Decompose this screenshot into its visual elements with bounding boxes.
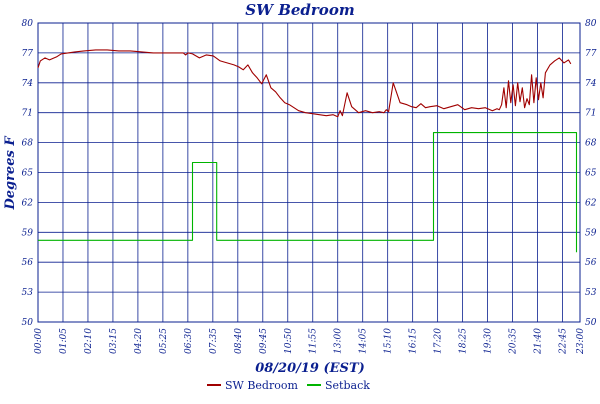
- x-tick-label: 00:00: [34, 328, 44, 354]
- x-tick-label: 08:40: [234, 328, 244, 354]
- legend-label: Setback: [325, 379, 370, 392]
- y-tick-label-right: 80: [585, 19, 597, 29]
- x-tick-label: 18:25: [459, 328, 469, 354]
- y-tick-label-right: 62: [585, 198, 597, 208]
- y-tick-label-left: 80: [22, 19, 34, 29]
- series-line-sw-bedroom: [37, 49, 572, 118]
- y-tick-label-left: 68: [22, 139, 34, 149]
- y-tick-label-left: 71: [22, 109, 33, 119]
- x-tick-label: 17:20: [434, 328, 444, 354]
- x-tick-label: 07:35: [209, 328, 219, 354]
- x-tick-label: 01:05: [59, 328, 69, 354]
- x-tick-label: 19:30: [484, 328, 494, 354]
- y-tick-label-left: 59: [22, 228, 34, 238]
- y-tick-label-right: 56: [585, 258, 597, 268]
- x-tick-label: 04:20: [134, 328, 144, 354]
- y-tick-label-right: 68: [585, 139, 597, 149]
- y-tick-label-left: 56: [22, 258, 34, 268]
- y-tick-label-right: 71: [585, 109, 596, 119]
- x-tick-label: 16:15: [409, 328, 419, 354]
- x-tick-label: 03:15: [109, 328, 119, 354]
- x-tick-label: 22:45: [559, 328, 569, 355]
- y-tick-label-right: 65: [585, 169, 597, 179]
- y-tick-label-left: 50: [22, 318, 34, 328]
- x-tick-label: 06:30: [184, 328, 194, 354]
- series-layer: [37, 49, 578, 253]
- chart-title: SW Bedroom: [245, 1, 354, 19]
- x-tick-label: 14:05: [359, 328, 369, 354]
- y-tick-label-left: 74: [22, 79, 34, 89]
- x-tick-label: 10:50: [284, 328, 294, 354]
- x-tick-label: 23:00: [576, 328, 586, 355]
- y-tick-label-right: 50: [585, 318, 597, 328]
- x-tick-label: 05:25: [159, 328, 169, 354]
- x-tick-label: 13:00: [334, 328, 344, 354]
- y-tick-label-left: 62: [22, 198, 34, 208]
- series-line-setback: [38, 132, 578, 253]
- x-tick-label: 09:45: [259, 328, 269, 354]
- y-axis-left-ticks: 50 53 56 59 62 65 68 71 74 77 80: [22, 19, 34, 328]
- legend-label: SW Bedroom: [225, 379, 298, 392]
- y-tick-label-left: 53: [22, 288, 34, 298]
- y-axis-right-ticks: 50 53 56 59 62 65 68 71 74 77 80: [585, 19, 597, 328]
- x-tick-label: 20:35: [509, 328, 519, 355]
- grid-layer: [37, 22, 581, 323]
- y-axis-title: Degrees F: [3, 136, 18, 211]
- y-tick-label-left: 65: [22, 169, 34, 179]
- plot-frame: [37, 22, 581, 323]
- legend: SW Bedroom Setback: [207, 379, 370, 392]
- x-tick-label: 15:10: [384, 328, 394, 354]
- y-tick-label-left: 77: [22, 49, 34, 59]
- x-axis-title: 08/20/19 (EST): [255, 361, 365, 376]
- y-tick-label-right: 74: [585, 79, 597, 89]
- y-tick-label-right: 59: [585, 228, 597, 238]
- x-tick-label: 11:55: [309, 328, 319, 354]
- x-tick-label: 02:10: [84, 328, 94, 354]
- y-tick-label-right: 77: [585, 49, 597, 59]
- y-tick-label-right: 53: [585, 288, 597, 298]
- x-tick-label: 21:40: [534, 328, 544, 355]
- x-axis-ticks: 00:00 01:05 02:10 03:15 04:20 05:25 06:30 07:35…: [34, 328, 586, 355]
